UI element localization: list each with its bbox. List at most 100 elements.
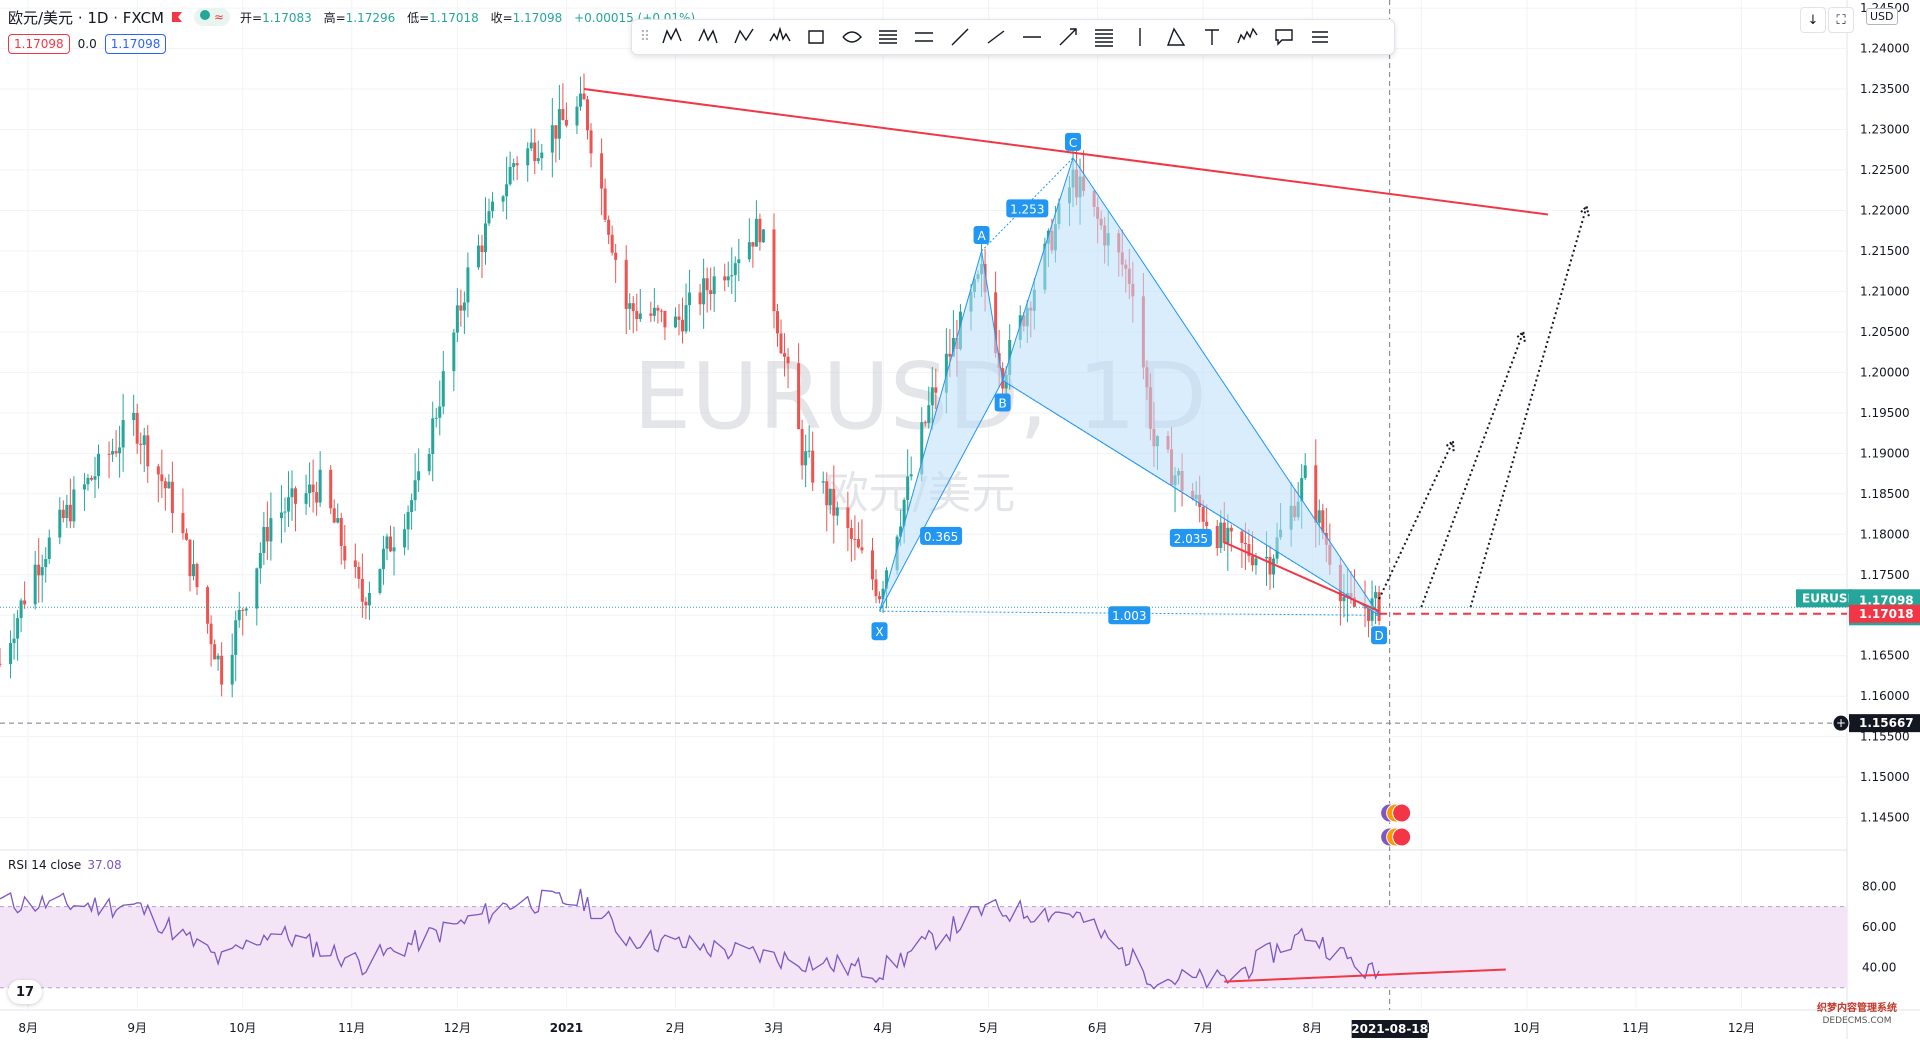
candle-body <box>72 489 76 522</box>
sell-button[interactable]: 1.17098 <box>8 34 70 54</box>
point-badge[interactable] <box>973 225 990 244</box>
candle-body <box>107 453 111 455</box>
triangle-pattern-tool-button[interactable] <box>1158 22 1194 52</box>
projection-arrow[interactable] <box>1378 440 1454 600</box>
ray-tool-button[interactable] <box>978 22 1014 52</box>
time-tick-label: 7月 <box>1193 1021 1213 1035</box>
ratio-badge[interactable] <box>1169 528 1212 547</box>
time-tick-label: 4月 <box>873 1021 893 1035</box>
callout-tool-button[interactable] <box>1266 22 1302 52</box>
scroll-down-button[interactable]: ↓ <box>1800 7 1826 33</box>
rsi-legend[interactable]: RSI 14 close 37.08 <box>8 858 122 872</box>
vertical-line-tool-button[interactable] <box>1122 22 1158 52</box>
candle-body <box>329 469 333 509</box>
rectangle-tool-button[interactable] <box>798 22 834 52</box>
candle-body <box>526 148 530 166</box>
flag-icon[interactable] <box>171 12 182 22</box>
crosshair-price-tag: 1.15667 <box>1859 716 1914 730</box>
support-trend-line[interactable] <box>1223 541 1380 613</box>
candle-body <box>754 218 758 247</box>
economic-event-icon[interactable] <box>1392 803 1412 823</box>
settings-list-tool-button[interactable] <box>1302 22 1338 52</box>
fib-levels-tool-button[interactable] <box>1086 22 1122 52</box>
horizontal-line-tool-button[interactable] <box>1014 22 1050 52</box>
currency-select[interactable]: USD <box>1866 8 1898 25</box>
candle-body <box>1317 510 1321 523</box>
ratio-badge[interactable] <box>920 526 963 545</box>
rsi-divergence-line[interactable] <box>1224 968 1506 983</box>
parallel-channel-tool-button[interactable] <box>906 22 942 52</box>
crosshair-date-tag: 2021-08-18 <box>1351 1022 1428 1036</box>
xab-triangle[interactable] <box>879 250 1004 612</box>
fullscreen-button[interactable]: ⛶ <box>1828 7 1854 33</box>
candle-body <box>603 188 607 220</box>
candle-body <box>462 302 466 311</box>
point-label-d: D <box>1374 629 1383 643</box>
tradingview-logo[interactable]: 17 <box>8 980 42 1004</box>
abcd-pattern-tool-button[interactable] <box>726 22 762 52</box>
candle-body <box>920 422 924 475</box>
candle-body <box>536 158 540 162</box>
xabcd-pattern-tool-button[interactable] <box>654 22 690 52</box>
fib-retracement-tool-button[interactable] <box>870 22 906 52</box>
candle-body <box>1374 592 1378 599</box>
three-drives-tool-button[interactable] <box>1230 22 1266 52</box>
trend-line-icon <box>951 28 969 46</box>
candle-body <box>1300 478 1304 502</box>
candle-body <box>336 518 340 523</box>
buy-button[interactable]: 1.17098 <box>104 34 167 54</box>
candle-body <box>800 429 804 466</box>
candle-body <box>410 500 414 512</box>
ellipse-tool-button[interactable] <box>834 22 870 52</box>
fullscreen-icon: ⛶ <box>1836 12 1846 28</box>
candle-body <box>899 526 903 537</box>
arrow-tool-button[interactable] <box>1050 22 1086 52</box>
ray-icon <box>987 30 1005 44</box>
head-shoulders-tool-button[interactable] <box>762 22 798 52</box>
candle-body <box>540 152 544 159</box>
candle-body <box>491 201 495 212</box>
candle-body <box>878 596 882 600</box>
candle-body <box>206 587 210 624</box>
price-tick-label: 1.19000 <box>1860 446 1910 460</box>
candle-body <box>614 252 618 260</box>
point-badge[interactable] <box>1371 626 1388 645</box>
candle-body <box>427 454 431 472</box>
resistance-trend-line[interactable] <box>583 88 1549 216</box>
candle-body <box>1222 522 1226 544</box>
candle-body <box>846 507 850 529</box>
candle-body <box>1226 527 1230 544</box>
time-tick-label: 11月 <box>338 1021 365 1035</box>
candle-body <box>712 276 716 295</box>
point-badge[interactable] <box>871 622 888 641</box>
trend-line-tool-button[interactable] <box>942 22 978 52</box>
projection-arrow-head <box>1578 204 1590 217</box>
point-badge[interactable] <box>1065 132 1082 151</box>
drag-handle-icon[interactable]: ⠿ <box>639 29 651 45</box>
candle-body <box>434 417 438 419</box>
ratio-badge[interactable] <box>1108 606 1151 625</box>
candle-body <box>821 481 825 483</box>
ratio-badge[interactable] <box>1006 199 1049 218</box>
point-badge[interactable] <box>994 393 1011 412</box>
economic-event-icon[interactable] <box>1392 827 1412 847</box>
rsi-line[interactable] <box>0 888 1380 990</box>
add-alert-icon[interactable] <box>1832 714 1850 732</box>
candle-body <box>417 471 421 481</box>
candle-body <box>737 259 741 264</box>
market-status-pill[interactable]: ≈ <box>193 8 231 26</box>
price-tick-label: 1.21500 <box>1860 244 1910 258</box>
cypher-pattern-tool-button[interactable] <box>690 22 726 52</box>
projection-arrow[interactable] <box>1420 331 1525 608</box>
candle-body <box>638 313 642 320</box>
last-price-tag: 1.17098 <box>1859 593 1914 607</box>
candle-body <box>751 242 755 247</box>
candle-body <box>385 536 389 549</box>
candle-body <box>1201 506 1205 522</box>
candle-body <box>156 466 160 475</box>
time-tick-label: 6月 <box>1088 1021 1108 1035</box>
text-tool-button[interactable] <box>1194 22 1230 52</box>
symbol-title[interactable]: 欧元/美元 · 1D · FXCM <box>8 8 164 27</box>
